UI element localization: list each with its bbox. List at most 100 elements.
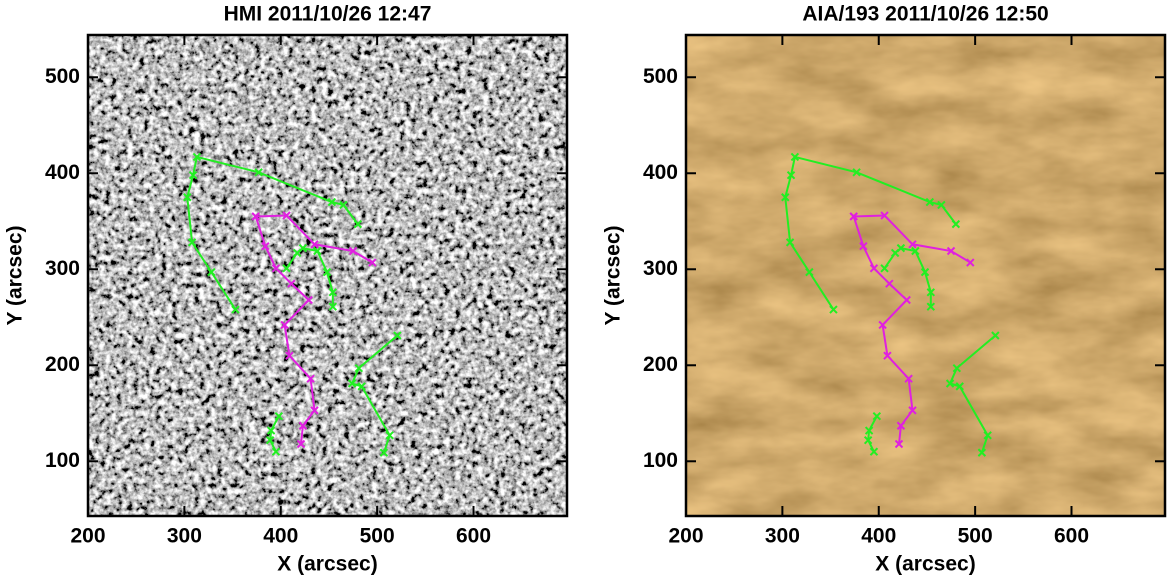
x-marker [852,168,861,177]
x-marker [313,246,322,256]
x-marker [911,246,920,256]
track-point [859,242,868,251]
x-marker [310,240,319,249]
x-marker [274,411,284,421]
track-point [393,331,402,340]
track-point [274,411,284,421]
x-marker [379,448,389,457]
track-line [269,415,280,453]
x-marker [357,382,366,391]
track-point [207,267,216,277]
track-point [864,426,874,435]
y-axis-label: Y (arcsec) [602,225,625,325]
x-marker [282,264,291,273]
x-marker [955,382,964,391]
plot-frame [86,33,569,518]
y-tick-label: 100 [643,449,678,472]
x-marker [310,406,319,415]
track-point [908,406,917,415]
y-tick-label: 200 [643,353,678,376]
x-marker [885,279,894,288]
x-axis-label: X (arcsec) [875,553,975,576]
x-marker [287,279,296,288]
track-point [354,363,364,373]
track-point [298,421,308,430]
x-tick-label: 200 [70,525,105,548]
x-marker [786,170,796,180]
x-tick-label: 200 [668,525,703,548]
track-point [183,193,192,202]
track-point [785,238,795,247]
track-point [863,435,873,445]
track-point [339,200,348,210]
track-point [231,305,240,314]
track-point [322,267,332,277]
track-point [946,246,956,256]
track-point [313,246,322,256]
track-line [784,155,957,311]
track-line [867,415,878,453]
track-point [920,267,930,277]
x-marker [908,406,917,415]
track-point [805,267,814,277]
track-point [885,279,894,288]
x-marker [368,258,377,267]
track-point [327,197,337,207]
track-point [790,152,800,162]
x-marker [983,431,992,440]
track-point [937,200,946,210]
track-point [357,382,366,391]
x-marker [296,439,306,449]
x-tick-label: 400 [263,525,298,548]
x-marker [183,193,192,202]
x-marker [266,426,276,435]
plot-frame [684,33,1167,518]
track-point [849,212,858,221]
x-marker [883,351,892,360]
track-point [348,246,358,256]
x-marker [952,363,962,373]
track-point [955,382,964,391]
track-point [880,211,889,220]
x-marker [872,411,882,421]
x-marker [894,439,904,449]
x-marker [261,242,270,251]
x-tick-label: 300 [167,525,202,548]
x-marker [869,447,879,456]
track-point [310,240,319,249]
x-marker [896,243,906,253]
y-tick-label: 400 [45,161,80,184]
track-point [945,379,955,388]
track-point [902,295,911,305]
y-axis-label: Y (arcsec) [4,225,27,325]
track-point [829,305,838,314]
track-point [287,279,296,288]
track-point [883,351,892,360]
x-marker [385,431,394,440]
x-marker [908,240,917,249]
x-marker [849,212,858,221]
x-marker [251,212,260,221]
x-marker [790,152,800,162]
x-marker [864,426,874,435]
track-point [261,242,270,251]
track-point [328,288,338,297]
track-point [878,320,887,330]
x-marker [353,219,363,229]
track-point [328,302,338,311]
track-point [894,439,904,449]
track-point [977,448,987,457]
track-point [347,379,357,388]
track-point [966,258,975,267]
x-marker [926,288,936,297]
x-marker [207,267,216,277]
track-point [869,447,879,456]
x-marker [347,379,357,388]
x-marker [254,168,263,177]
track-point [869,264,879,273]
x-marker [304,295,313,305]
track-point [271,447,281,456]
x-marker [393,331,402,340]
track-point [983,431,992,440]
